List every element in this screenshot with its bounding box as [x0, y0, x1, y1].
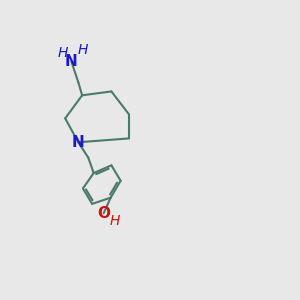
Text: N: N [72, 135, 85, 150]
Text: N: N [65, 54, 78, 69]
Text: H: H [110, 214, 120, 228]
Text: O: O [97, 206, 110, 220]
Text: H: H [58, 46, 68, 60]
Text: H: H [78, 43, 88, 57]
